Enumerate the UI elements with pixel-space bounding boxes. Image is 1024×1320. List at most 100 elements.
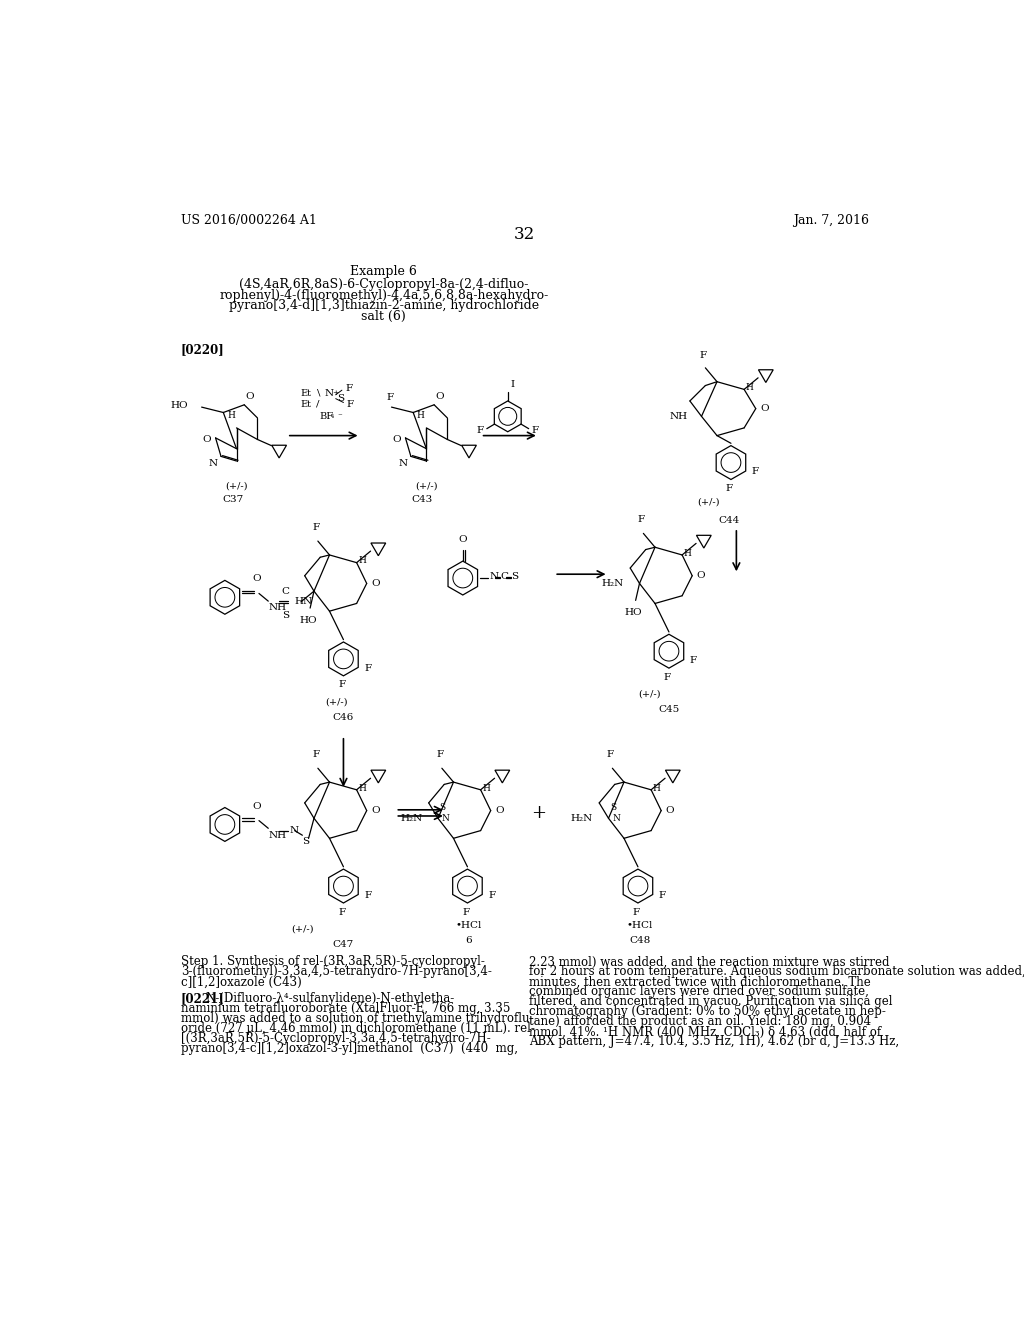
Text: F: F [338, 908, 345, 916]
Text: (4S,4aR,6R,8aS)-6-Cyclopropyl-8a-(2,4-difluo-: (4S,4aR,6R,8aS)-6-Cyclopropyl-8a-(2,4-di… [239, 277, 528, 290]
Text: O: O [252, 574, 261, 583]
Text: F: F [345, 384, 352, 393]
Text: F: F [463, 908, 469, 916]
Text: •HCl: •HCl [627, 921, 652, 929]
Text: (+/-): (+/-) [225, 482, 248, 491]
Text: H: H [417, 412, 425, 420]
Text: O: O [252, 801, 261, 810]
Text: I: I [510, 380, 514, 388]
Text: N: N [209, 459, 218, 469]
Text: N: N [612, 814, 621, 824]
Text: for 2 hours at room temperature. Aqueous sodium bicarbonate solution was added, : for 2 hours at room temperature. Aqueous… [529, 965, 1024, 978]
Text: F: F [338, 681, 345, 689]
Text: NH: NH [268, 603, 287, 612]
Text: N: N [289, 826, 298, 836]
Text: tane) afforded the product as an oil. Yield: 180 mg, 0.904: tane) afforded the product as an oil. Yi… [529, 1015, 871, 1028]
Text: C43: C43 [412, 495, 433, 504]
Text: •HCl: •HCl [456, 921, 482, 929]
Text: chromatography (Gradient: 0% to 50% ethyl acetate in hep-: chromatography (Gradient: 0% to 50% ethy… [529, 1006, 887, 1019]
Text: filtered, and concentrated in vacuo. Purification via silica gel: filtered, and concentrated in vacuo. Pur… [529, 995, 893, 1008]
Text: C: C [282, 587, 290, 595]
Text: +: + [531, 804, 546, 822]
Text: oride (727 μL, 4.46 mmol) in dichloromethane (11 mL). rel-: oride (727 μL, 4.46 mmol) in dichloromet… [180, 1022, 535, 1035]
Text: F: F [365, 891, 372, 900]
Text: F: F [386, 393, 393, 403]
Text: O: O [246, 392, 254, 401]
Text: 32: 32 [514, 226, 536, 243]
Text: N: N [442, 814, 450, 824]
Text: F: F [638, 515, 645, 524]
Text: N-(Difluoro-λ⁴-sulfanylidene)-N-ethyletha-: N-(Difluoro-λ⁴-sulfanylidene)-N-ethyleth… [206, 993, 455, 1006]
Text: H: H [358, 557, 366, 565]
Text: [0220]: [0220] [180, 343, 224, 356]
Text: O: O [372, 579, 380, 587]
Text: S: S [610, 803, 616, 812]
Text: pyrano[3,4-c][1,2]oxazol-3-yl]methanol  (C37)  (440  mg,: pyrano[3,4-c][1,2]oxazol-3-yl]methanol (… [180, 1043, 518, 1056]
Text: H₂N: H₂N [400, 814, 423, 822]
Text: C: C [501, 572, 509, 581]
Text: US 2016/0002264 A1: US 2016/0002264 A1 [180, 214, 316, 227]
Text: HN: HN [295, 598, 312, 606]
Text: S: S [439, 803, 445, 812]
Text: \: \ [317, 389, 321, 397]
Text: C48: C48 [629, 936, 650, 945]
Text: O: O [666, 807, 675, 814]
Text: N: N [325, 389, 334, 397]
Text: O: O [761, 404, 769, 413]
Text: H: H [652, 784, 660, 792]
Text: ₄: ₄ [331, 412, 334, 420]
Text: combined organic layers were dried over sodium sulfate,: combined organic layers were dried over … [529, 985, 869, 998]
Text: HO: HO [625, 609, 642, 616]
Text: 6: 6 [466, 936, 472, 945]
Text: F: F [346, 400, 353, 408]
Text: S: S [337, 395, 344, 403]
Text: O: O [372, 807, 380, 814]
Text: C44: C44 [718, 516, 739, 525]
Text: H: H [227, 412, 234, 420]
Text: c][1,2]oxazole (C43): c][1,2]oxazole (C43) [180, 975, 301, 989]
Text: mmol, 41%. ¹H NMR (400 MHz, CDCl₃) δ 4.63 (ddd, half of: mmol, 41%. ¹H NMR (400 MHz, CDCl₃) δ 4.6… [529, 1026, 882, 1039]
Text: (+/-): (+/-) [638, 689, 660, 698]
Text: H₂N: H₂N [570, 814, 593, 822]
Text: F: F [531, 426, 539, 434]
Text: /: / [315, 400, 319, 408]
Text: F: F [312, 523, 319, 532]
Text: C45: C45 [658, 705, 680, 714]
Text: O: O [392, 436, 400, 444]
Text: (+/-): (+/-) [326, 697, 348, 706]
Text: minutes, then extracted twice with dichloromethane. The: minutes, then extracted twice with dichl… [529, 975, 871, 989]
Text: F: F [690, 656, 697, 665]
Text: (+/-): (+/-) [415, 482, 437, 491]
Text: S: S [512, 572, 519, 581]
Text: +: + [333, 388, 339, 396]
Text: Et: Et [300, 400, 311, 408]
Text: BF: BF [319, 412, 334, 421]
Text: F: F [365, 664, 372, 673]
Text: H₂N: H₂N [602, 579, 624, 587]
Text: Step 1. Synthesis of rel-(3R,3aR,5R)-5-cyclopropyl-: Step 1. Synthesis of rel-(3R,3aR,5R)-5-c… [180, 956, 484, 969]
Text: O: O [697, 572, 706, 581]
Text: N: N [489, 572, 499, 581]
Text: [0221]: [0221] [180, 993, 224, 1006]
Text: F: F [488, 891, 496, 900]
Text: HO: HO [299, 615, 316, 624]
Text: ⁻: ⁻ [337, 412, 342, 421]
Text: O: O [203, 436, 211, 444]
Text: S: S [302, 837, 309, 846]
Text: O: O [459, 535, 467, 544]
Text: Example 6: Example 6 [350, 264, 417, 277]
Text: mmol) was added to a solution of triethylamine trihydroflu-: mmol) was added to a solution of triethy… [180, 1012, 534, 1026]
Text: F: F [606, 750, 613, 759]
Text: HO: HO [170, 401, 187, 411]
Text: 3-(fluoromethyl)-3,3a,4,5-tetrahydro-7H-pyrano[3,4-: 3-(fluoromethyl)-3,3a,4,5-tetrahydro-7H-… [180, 965, 492, 978]
Text: NH: NH [670, 412, 687, 421]
Text: H: H [745, 383, 754, 392]
Text: H: H [358, 784, 366, 792]
Text: C37: C37 [222, 495, 244, 504]
Text: F: F [752, 467, 759, 477]
Text: N: N [398, 459, 408, 469]
Text: ABX pattern, J=47.4, 10.4, 3.5 Hz, 1H), 4.62 (br d, J=13.3 Hz,: ABX pattern, J=47.4, 10.4, 3.5 Hz, 1H), … [529, 1035, 899, 1048]
Text: (+/-): (+/-) [291, 924, 313, 933]
Text: C46: C46 [333, 713, 354, 722]
Text: [(3R,3aR,5R)-5-Cyclopropyl-3,3a,4,5-tetrahydro-7H-: [(3R,3aR,5R)-5-Cyclopropyl-3,3a,4,5-tetr… [180, 1032, 490, 1045]
